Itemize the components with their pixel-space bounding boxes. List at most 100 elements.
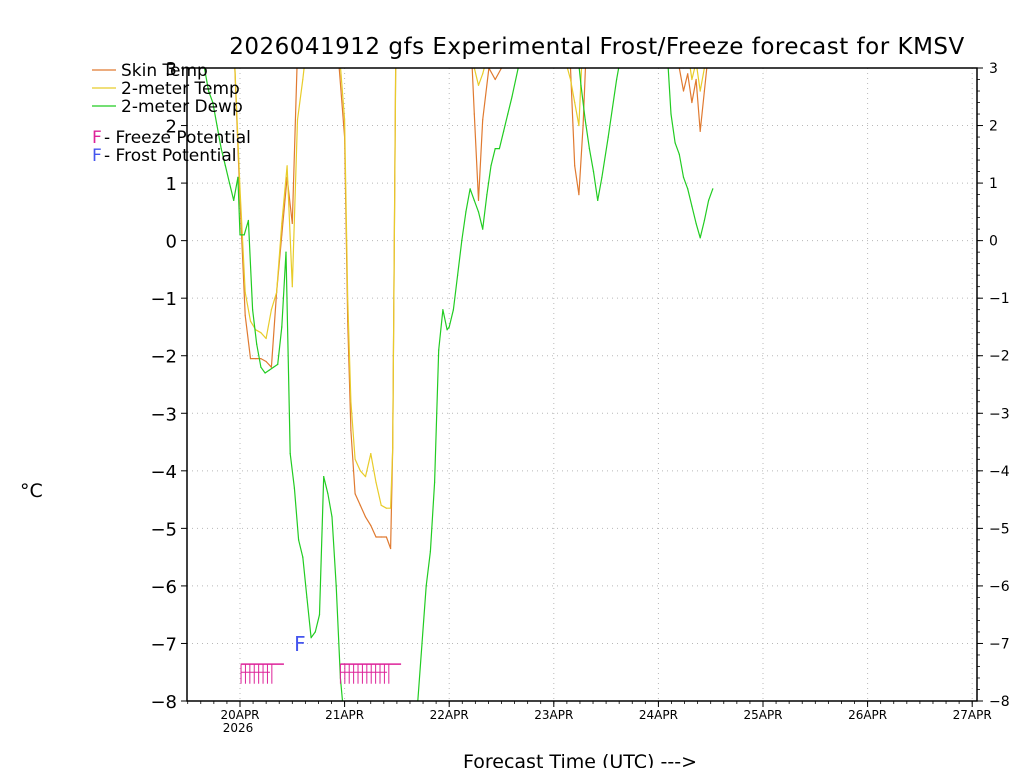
series-point <box>370 453 372 455</box>
series-point <box>239 234 241 236</box>
series-point <box>469 188 471 190</box>
series-point <box>270 309 272 311</box>
series-point <box>385 507 387 509</box>
series-line-2-meter-dewp <box>203 68 714 701</box>
series-point <box>350 429 352 432</box>
series-point <box>212 101 214 104</box>
series-point <box>335 585 337 587</box>
series-point <box>553 21 554 22</box>
series-point <box>568 21 569 22</box>
series-point <box>670 113 672 115</box>
series-point <box>616 78 618 81</box>
series-point <box>296 119 299 121</box>
series-point <box>352 723 353 724</box>
series-point <box>703 219 706 222</box>
ytick-label-left: −1 <box>150 289 177 310</box>
series-point <box>302 78 304 81</box>
series-point <box>668 21 669 22</box>
ytick-label-left: 3 <box>166 59 177 80</box>
series-point <box>612 21 613 22</box>
series-point <box>265 337 267 340</box>
series-point <box>390 507 392 509</box>
series-point <box>448 326 450 328</box>
series-point <box>591 21 592 22</box>
series-point <box>219 44 220 45</box>
series-point <box>264 372 266 374</box>
series-point <box>438 21 439 22</box>
series-point <box>302 21 303 22</box>
ytick-label-left: −3 <box>150 404 177 425</box>
series-point <box>402 21 403 22</box>
series-point <box>658 21 659 22</box>
series-point <box>318 614 321 616</box>
series-point <box>407 21 408 22</box>
ytick-label-right: −6 <box>989 579 1010 595</box>
xtick-label: 24APR <box>639 708 678 722</box>
series-point <box>446 329 448 331</box>
series-point <box>347 297 349 299</box>
series-point <box>375 536 377 538</box>
series-point <box>208 33 209 34</box>
series-point <box>350 401 352 403</box>
series-point <box>244 314 246 316</box>
series-point <box>465 211 467 213</box>
series-point <box>228 182 231 184</box>
series-point <box>599 21 600 22</box>
series-point <box>691 78 693 81</box>
series-point <box>503 130 505 132</box>
ytick-label-right: 2 <box>989 119 998 135</box>
series-point <box>348 723 349 724</box>
series-point <box>457 274 459 276</box>
ytick-label-right: 0 <box>989 234 998 250</box>
series-point <box>647 21 648 22</box>
ytick-label-right: −5 <box>989 521 1010 537</box>
legend-potential-label: - Frost Potential <box>104 146 237 166</box>
series-point <box>532 21 533 22</box>
series-point <box>658 21 659 22</box>
series-point <box>270 366 272 368</box>
series-point <box>429 550 431 553</box>
ytick-label-right: −2 <box>989 349 1010 365</box>
series-point <box>543 21 544 22</box>
series-point <box>482 119 484 121</box>
series-point <box>543 21 544 22</box>
ytick-label-right: 1 <box>989 176 998 192</box>
series-point <box>370 524 372 527</box>
series-point <box>486 194 488 196</box>
series-point <box>592 171 595 173</box>
series-point <box>438 349 440 351</box>
x-axis-label: Forecast Time (UTC) ---> <box>463 751 697 768</box>
series-point <box>268 369 270 371</box>
series-point <box>407 21 408 22</box>
series-point <box>354 458 356 460</box>
series-point <box>249 320 252 322</box>
series-point <box>494 78 496 81</box>
series-point <box>354 493 356 495</box>
series-point <box>654 21 655 22</box>
series-point <box>380 504 382 506</box>
series-point <box>252 309 254 311</box>
ytick-label-left: −4 <box>150 462 177 483</box>
series-point <box>344 723 345 724</box>
series-point <box>674 142 676 144</box>
series-point <box>477 84 480 86</box>
series-point <box>662 21 663 22</box>
ytick-label-right: −3 <box>989 406 1010 422</box>
series-point <box>277 363 279 365</box>
legend-potential-label: - Freeze Potential <box>104 128 251 148</box>
ytick-label-left: −5 <box>150 519 177 540</box>
ytick-label-left: −6 <box>150 577 177 598</box>
series-point <box>306 596 308 599</box>
series-point <box>298 539 300 541</box>
series-point <box>276 291 278 293</box>
series-point <box>417 21 418 22</box>
series-point <box>477 199 480 201</box>
series-point <box>421 642 423 645</box>
series-point <box>359 470 361 472</box>
series-point <box>191 50 192 51</box>
series-point <box>417 21 418 22</box>
series-point <box>708 199 710 201</box>
legend-potential-symbol: F <box>92 128 102 148</box>
series-point <box>313 21 314 22</box>
series-point <box>239 188 241 190</box>
